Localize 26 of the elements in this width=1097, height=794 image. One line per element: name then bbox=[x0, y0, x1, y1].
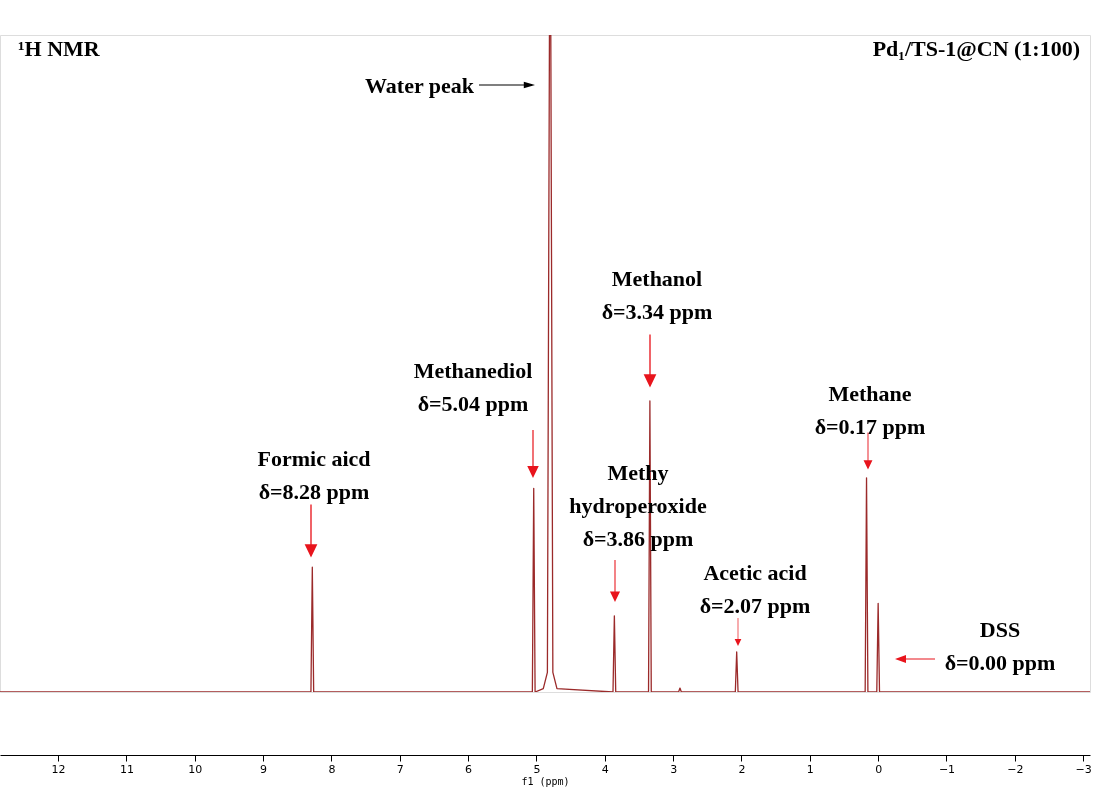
annotation: Methanediol δ=5.04 ppm bbox=[413, 358, 533, 416]
x-tick-label: −1 bbox=[938, 762, 956, 776]
x-tick-label: −3 bbox=[1075, 762, 1092, 776]
x-tick-label: 3 bbox=[670, 762, 678, 776]
x-tick-label: 6 bbox=[465, 762, 473, 776]
annotation: Methanol δ=3.34 ppm bbox=[601, 266, 713, 324]
annotation: Acetic acid δ=2.07 ppm bbox=[699, 560, 811, 618]
x-tick-label: −2 bbox=[1007, 762, 1024, 776]
x-tick-label: 4 bbox=[601, 762, 609, 776]
x-axis-title: f1 (ppm) bbox=[521, 775, 570, 787]
x-tick-label: 1 bbox=[806, 762, 814, 776]
x-tick-label: 5 bbox=[533, 762, 541, 776]
x-tick-label: 10 bbox=[188, 762, 203, 776]
annotation: Water peak bbox=[365, 73, 475, 98]
x-tick-label: 0 bbox=[875, 762, 883, 776]
annotation: DSS δ=0.00 ppm bbox=[944, 617, 1056, 675]
chart-title: Pd₁/TS-1@CN (1:100) bbox=[872, 36, 1080, 61]
x-tick-label: 2 bbox=[738, 762, 746, 776]
annotation: Formic aicd δ=8.28 ppm bbox=[257, 446, 371, 504]
x-tick-label: 9 bbox=[260, 762, 268, 776]
x-tick-label: 12 bbox=[51, 762, 66, 776]
annotation: Methane δ=0.17 ppm bbox=[814, 381, 926, 439]
x-tick-label: 7 bbox=[396, 762, 404, 776]
annotation: ¹H NMR bbox=[18, 36, 101, 61]
x-tick-label: 11 bbox=[119, 762, 134, 776]
x-tick-label: 8 bbox=[328, 762, 336, 776]
